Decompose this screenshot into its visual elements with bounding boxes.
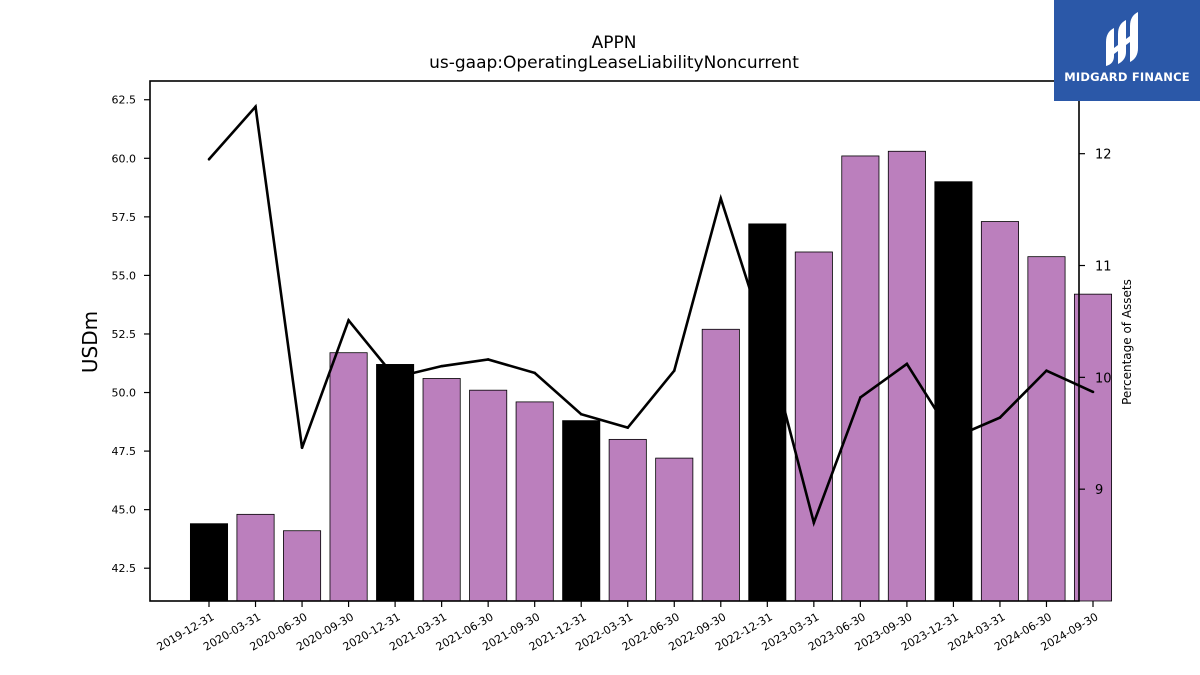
line-point bbox=[719, 197, 723, 200]
logo-mark-icon bbox=[1106, 12, 1138, 66]
chart-subtitle: us-gaap:OperatingLeaseLiabilityNoncurren… bbox=[429, 53, 799, 73]
y2-tick-label: 9 bbox=[1095, 483, 1103, 498]
bar bbox=[887, 150, 926, 602]
y2-tick-label: 12 bbox=[1095, 148, 1112, 163]
line-point bbox=[952, 436, 955, 440]
y-axis-right: 9 10 11 12 bbox=[1079, 148, 1112, 498]
line-point bbox=[486, 358, 490, 361]
brand-name: MIDGARD FINANCE bbox=[1064, 70, 1190, 84]
y2-tick-label: 10 bbox=[1095, 371, 1112, 386]
line-point bbox=[859, 396, 862, 399]
bar bbox=[841, 155, 880, 602]
line-point bbox=[1045, 369, 1048, 372]
bar bbox=[701, 328, 740, 602]
line-point bbox=[998, 416, 1002, 419]
chart-title: APPN bbox=[592, 33, 637, 53]
bar bbox=[469, 389, 508, 602]
y-tick-label: 47.5 bbox=[112, 445, 137, 458]
bar bbox=[283, 530, 322, 602]
line-point bbox=[905, 362, 909, 366]
bar bbox=[515, 401, 554, 602]
bar bbox=[748, 223, 787, 602]
plot-frame bbox=[149, 80, 1080, 602]
line-point bbox=[393, 376, 397, 379]
line-point bbox=[207, 157, 211, 161]
line-point bbox=[300, 446, 304, 450]
bar bbox=[329, 352, 368, 602]
y-tick-label: 45.0 bbox=[112, 504, 137, 517]
bar bbox=[655, 457, 694, 602]
line-point bbox=[626, 426, 630, 429]
line-layer bbox=[207, 103, 1095, 528]
x-axis: 2019-12-312020-03-312020-06-302020-09-30… bbox=[155, 601, 1101, 654]
bar bbox=[608, 438, 647, 602]
line-series bbox=[208, 103, 1094, 528]
line-point bbox=[533, 371, 536, 375]
y2-axis-label: Percentage of Assets bbox=[1120, 279, 1134, 405]
line-point bbox=[440, 364, 443, 368]
y-tick-label: 55.0 bbox=[112, 269, 137, 282]
bar bbox=[376, 364, 415, 602]
y-tick-label: 62.5 bbox=[112, 94, 137, 107]
bar bbox=[980, 221, 1019, 602]
y-tick-label: 52.5 bbox=[112, 328, 137, 341]
bars-layer bbox=[189, 150, 1113, 602]
y-tick-label: 60.0 bbox=[112, 152, 137, 165]
bar bbox=[934, 181, 973, 602]
bar bbox=[236, 513, 275, 602]
line-point bbox=[672, 369, 676, 372]
y2-tick-label: 11 bbox=[1095, 260, 1112, 275]
y-tick-label: 57.5 bbox=[112, 211, 137, 224]
line-point bbox=[579, 412, 583, 416]
y-tick-label: 42.5 bbox=[112, 562, 137, 575]
bar bbox=[1027, 256, 1066, 602]
bar bbox=[794, 251, 833, 602]
line-point bbox=[812, 521, 816, 525]
line-point bbox=[347, 319, 350, 322]
bar bbox=[1073, 293, 1113, 602]
y-axis-label: USDm bbox=[78, 311, 102, 373]
bar bbox=[422, 378, 461, 602]
line-point bbox=[254, 105, 257, 109]
bar bbox=[189, 523, 229, 602]
y-tick-label: 50.0 bbox=[112, 387, 137, 400]
line-point bbox=[766, 342, 769, 346]
bar bbox=[562, 420, 601, 602]
y-axis-left: 42.5 45.0 47.5 50.0 52.5 55.0 57.5 60.0 62.5 bbox=[112, 94, 150, 575]
brand-logo: MIDGARD FINANCE bbox=[1054, 0, 1200, 101]
line-point bbox=[1091, 390, 1095, 394]
